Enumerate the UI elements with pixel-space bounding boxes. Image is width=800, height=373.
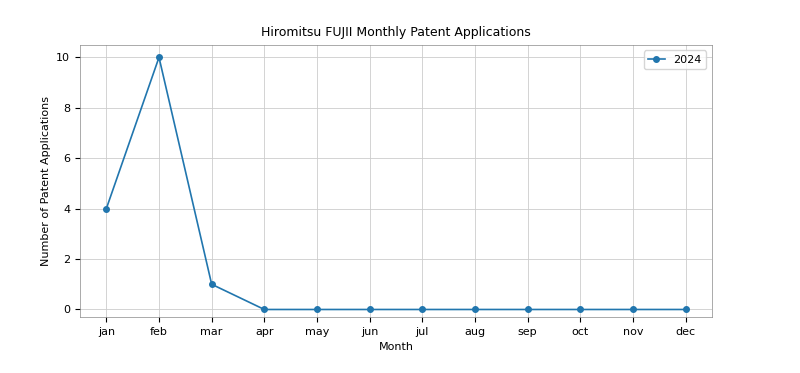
Legend: 2024: 2024 — [644, 50, 706, 69]
2024 — [207, 282, 217, 286]
Title: Hiromitsu FUJII Monthly Patent Applications: Hiromitsu FUJII Monthly Patent Applicati… — [261, 26, 531, 40]
2024 — [628, 307, 638, 312]
Y-axis label: Number of Patent Applications: Number of Patent Applications — [41, 96, 50, 266]
2024 — [575, 307, 585, 312]
2024 — [312, 307, 322, 312]
2024 — [259, 307, 269, 312]
2024 — [154, 55, 164, 60]
2024 — [470, 307, 480, 312]
2024 — [418, 307, 427, 312]
X-axis label: Month: Month — [378, 342, 414, 352]
2024 — [365, 307, 374, 312]
2024 — [523, 307, 533, 312]
Line: 2024: 2024 — [103, 54, 689, 312]
2024 — [681, 307, 690, 312]
2024 — [102, 206, 111, 211]
